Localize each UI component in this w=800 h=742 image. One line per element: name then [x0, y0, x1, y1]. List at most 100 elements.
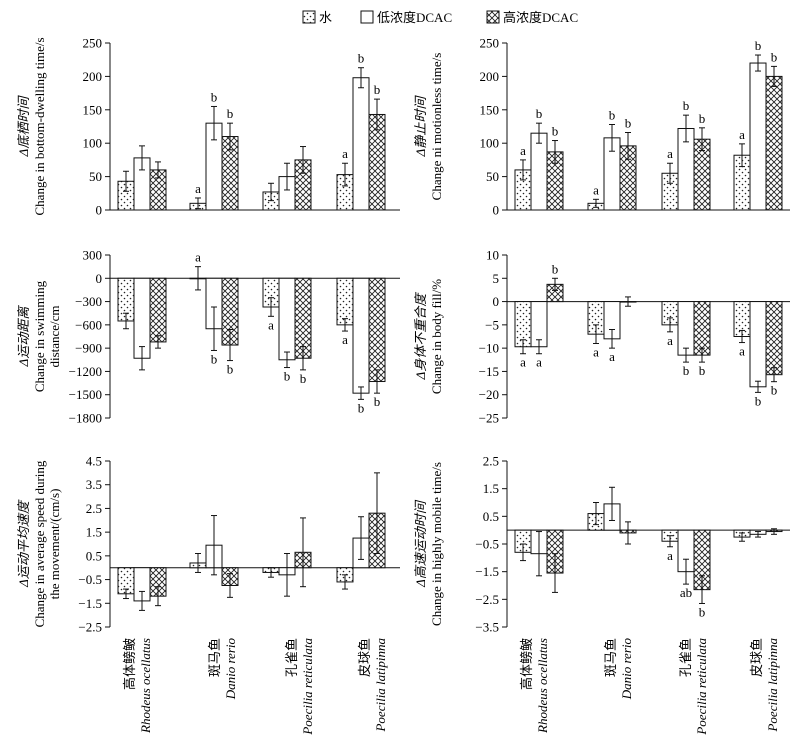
significance-label: b: [358, 51, 365, 66]
y-tick-label: 0: [493, 203, 500, 218]
y-axis-title-zh: Δ底栖时间: [16, 95, 31, 158]
y-tick-label: 10: [486, 248, 499, 263]
significance-label: b: [699, 111, 706, 126]
significance-label: a: [342, 332, 348, 347]
y-tick-label: 200: [480, 69, 500, 84]
y-tick-label: 0.5: [483, 509, 499, 524]
significance-label: b: [300, 371, 307, 386]
y-tick-label: 1.5: [483, 481, 499, 496]
y-tick-label: 2.5: [483, 454, 499, 469]
significance-label: a: [342, 146, 348, 161]
y-tick-label: −1200: [69, 364, 102, 379]
y-tick-label: 0: [493, 294, 500, 309]
y-tick-label: 100: [83, 136, 103, 151]
significance-label: b: [699, 363, 706, 378]
significance-label: b: [683, 363, 690, 378]
y-tick-label: 4.5: [86, 454, 102, 469]
significance-label: b: [284, 369, 291, 384]
chart-panel-body-fill: 10 5 0 −5 −10 −15 −20 −25 Δ身体不重合度 Change in body …: [413, 248, 790, 426]
y-axis-title-zh: Δ高速运动时间: [413, 499, 428, 588]
species-name-zh: 高体鳑鲏: [122, 638, 137, 690]
species-name-latin: Rhodeus ocellatus: [535, 638, 550, 734]
significance-label: b: [699, 604, 706, 619]
significance-label: b: [374, 82, 381, 97]
y-tick-label: −10: [479, 341, 499, 356]
y-axis-title-zh: Δ静止时间: [413, 95, 428, 158]
y-tick-label: −15: [479, 364, 499, 379]
significance-label: a: [520, 143, 526, 158]
chart-panel-motionless: 0 50 100 150 200 250 Δ静止时间 Change ni motionless…: [413, 36, 790, 218]
species-name-latin: Poecilia reticulata: [300, 638, 315, 736]
significance-label: b: [536, 106, 543, 121]
legend-swatch-high-dcac: [486, 10, 500, 24]
y-tick-label: 150: [83, 102, 103, 117]
significance-label: a: [536, 355, 542, 370]
y-tick-label: −3.5: [475, 620, 499, 635]
y-axis-title-en: Change in body fill/%: [429, 279, 444, 394]
significance-label: a: [739, 344, 745, 359]
species-name-latin: Poecilia latipinna: [765, 638, 780, 733]
bar-high-dcac: [765, 75, 783, 211]
bar-low-dcac: [749, 301, 767, 388]
y-axis-title-zh: Δ运动平均速度: [16, 499, 31, 588]
y-axis-title-en-line: Change in average speed during: [32, 460, 47, 627]
species-label-left: 高体鳑鲏 Rhodeus ocellatus: [122, 638, 153, 734]
chart-panel-swimming-distance: 300 0 −300 −600 −900 −1200 −1500 −1800 Δ运动距离 Chan…: [16, 248, 400, 426]
y-tick-label: −2.5: [475, 592, 499, 607]
chart-panel-average-speed: 4.5 3.5 2.5 1.5 0.5 −0.5 −1.5 −2.5 Δ运动平均速度 Change…: [16, 454, 400, 635]
y-tick-label: 250: [480, 36, 500, 51]
y-axis-title-en: Change in highly mobile time/s: [429, 462, 444, 626]
significance-label: b: [211, 351, 218, 366]
significance-label: b: [755, 393, 762, 408]
significance-label: a: [195, 250, 201, 265]
species-name-latin: Danio rerio: [619, 638, 634, 701]
species-name-zh: 高体鳑鲏: [519, 638, 534, 690]
y-axis-title-en: Change in bottom-dwelling time/s: [32, 37, 47, 215]
species-label-right: 斑马鱼 Danio rerio: [603, 638, 634, 701]
significance-label: a: [739, 127, 745, 142]
y-axis-title-zh: Δ身体不重合度: [413, 292, 428, 381]
legend-label-high-dcac: 高浓度DCAC: [503, 10, 578, 25]
significance-label: b: [771, 49, 778, 64]
y-tick-label: 150: [480, 102, 500, 117]
significance-label: a: [667, 548, 673, 563]
species-label-right: 高体鳑鲏 Rhodeus ocellatus: [519, 638, 550, 734]
y-tick-label: 50: [89, 169, 102, 184]
significance-label: b: [227, 106, 234, 121]
significance-label: b: [358, 400, 365, 415]
y-tick-label: −2.5: [78, 620, 102, 635]
y-tick-label: 0.5: [86, 548, 102, 563]
y-tick-label: −1.5: [78, 596, 102, 611]
species-name-latin: Rhodeus ocellatus: [138, 638, 153, 734]
y-tick-label: −20: [479, 387, 499, 402]
species-label-right: 皮球鱼 Poecilia latipinna: [749, 638, 780, 733]
significance-label: b: [374, 394, 381, 409]
bar-low-dcac: [352, 77, 370, 211]
y-tick-label: 200: [83, 69, 103, 84]
bar-high-dcac: [368, 277, 386, 383]
bar-water: [336, 277, 354, 326]
legend-swatch-low-dcac: [360, 10, 374, 24]
y-axis-title-en-line: distance/cm: [47, 305, 62, 367]
y-tick-label: −1800: [69, 411, 102, 426]
species-label-right: 孔雀鱼 Poecilia reticulata: [678, 638, 709, 736]
bar-high-dcac: [693, 301, 711, 356]
significance-label: a: [520, 355, 526, 370]
bar-low-dcac: [278, 277, 296, 361]
y-tick-label: 3.5: [86, 477, 102, 492]
y-tick-label: 2.5: [86, 501, 102, 516]
bar-low-dcac: [749, 62, 767, 211]
y-tick-label: 1.5: [86, 525, 102, 540]
species-name-zh: 孔雀鱼: [284, 638, 299, 677]
species-name-zh: 斑马鱼: [603, 638, 618, 677]
species-name-latin: Poecilia latipinna: [373, 638, 388, 733]
significance-label: b: [771, 383, 778, 398]
species-name-latin: Poecilia reticulata: [694, 638, 709, 736]
y-tick-label: 100: [480, 136, 500, 151]
y-tick-label: −300: [75, 294, 102, 309]
significance-label: a: [609, 349, 615, 364]
chart-panel-highly-mobile: 2.5 1.5 0.5 −0.5 −1.5 −2.5 −3.5 Δ高速运动时间 Change i…: [413, 454, 790, 635]
significance-label: b: [552, 124, 559, 139]
y-axis-title-en-line: Change in swimming: [32, 280, 47, 392]
